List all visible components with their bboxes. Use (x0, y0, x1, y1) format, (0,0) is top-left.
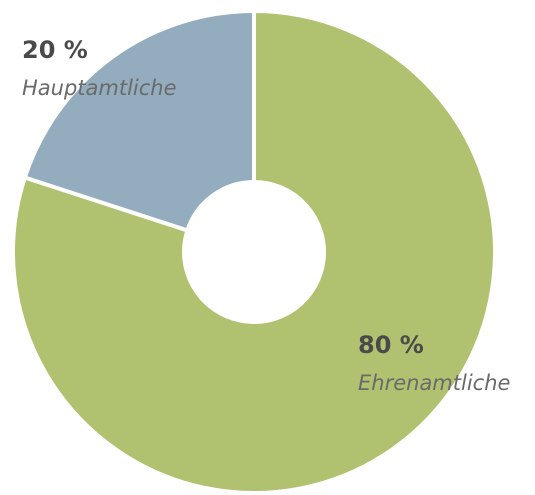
donut-slice (11, 8, 497, 495)
value-label: 80 % (358, 331, 424, 359)
donut-slice (22, 8, 256, 233)
value-label: 20 % (22, 36, 88, 64)
category-label: Ehrenamtliche (358, 371, 510, 395)
category-label: Hauptamtliche (22, 76, 177, 100)
